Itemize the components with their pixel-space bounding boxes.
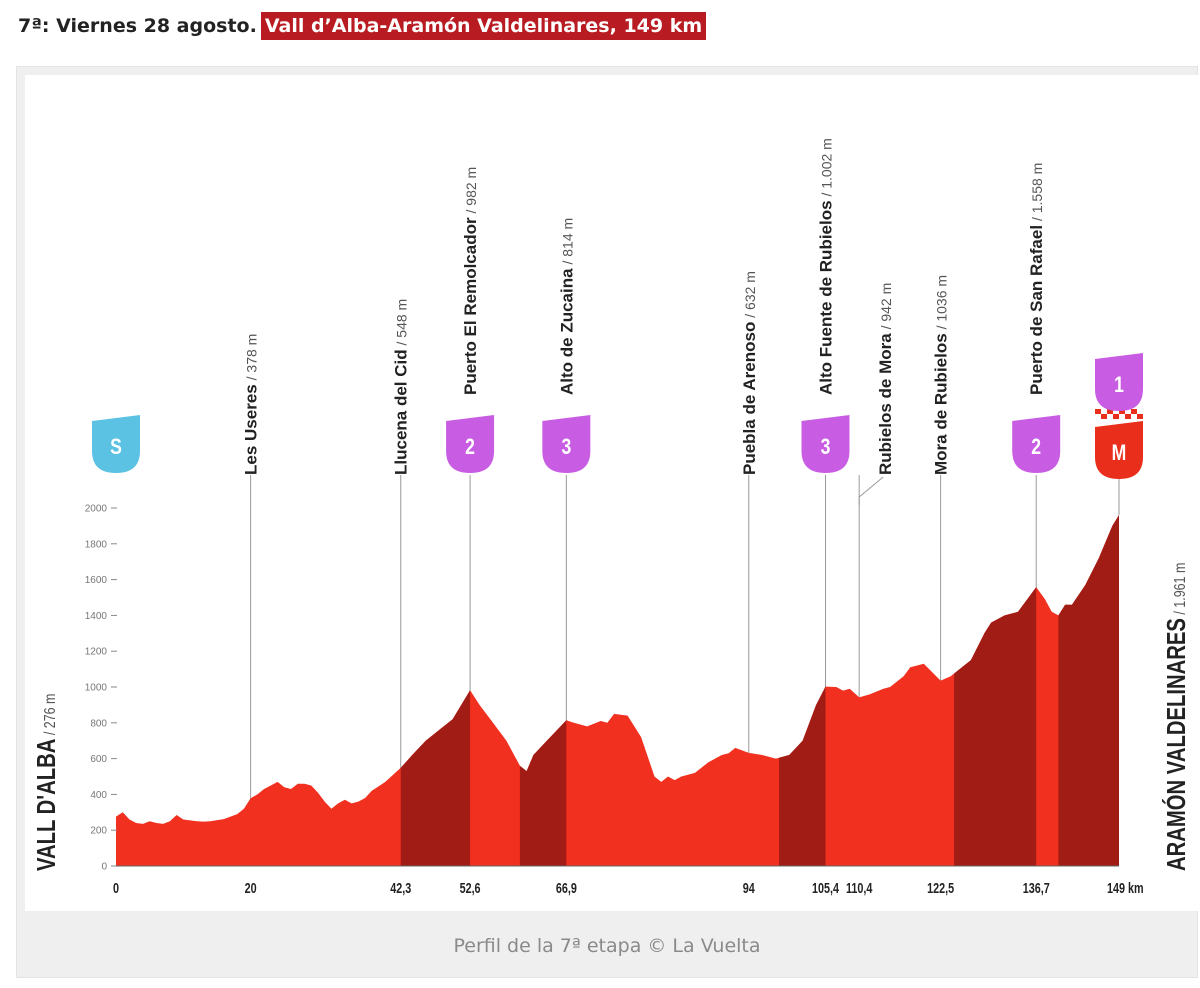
start-badge-shape [92,415,140,473]
landmark-label-7: Rubielos de Mora / 942 m [876,283,895,475]
landmark-label-2: Llucena del Cid / 548 m [392,299,411,475]
y-tick-label-1000: 1000 [85,683,108,694]
climb-badge-4-label: 3 [561,435,571,459]
y-tick-label-1600: 1600 [85,575,108,586]
start-badge-label: S [110,435,122,459]
x-tick-label-10: 149 km [1107,879,1144,896]
climb-badge-6-shape [801,415,850,473]
climb-segment-1 [519,720,567,866]
x-tick-label-1: 20 [245,879,257,896]
stage-date: 7ª: Viernes 28 agosto. [18,15,257,37]
climb-badge-3-shape [446,415,495,473]
x-tick-label-4: 66,9 [556,879,577,896]
profile-area [116,515,1119,866]
y-tick-label-200: 200 [90,826,107,837]
x-tick-label-5: 94 [743,879,756,896]
y-tick-label-1200: 1200 [85,647,108,658]
climb-badge-9: 2 [1012,415,1061,473]
finish-checker-icon [1095,409,1143,419]
climb-badge-4-shape [542,415,591,473]
landmark-label-4: Alto de Zucaina / 814 m [557,218,576,395]
x-tick-label-7: 110,4 [846,879,873,896]
x-tick-label-9: 136,7 [1023,879,1050,896]
x-tick-label-3: 52,6 [460,879,481,896]
climb-segment-3 [954,587,1037,866]
y-tick-label-600: 600 [90,754,107,765]
climb-segment-0 [400,690,471,866]
climb-badge-3: 2 [446,415,495,473]
climb-badge-6-label: 3 [821,435,831,459]
finish-name-label: ARAMÓN VALDELINARES / 1.961 m [1160,563,1190,871]
climb-badge-4: 3 [542,415,591,473]
figure-caption: Perfil de la 7ª etapa © La Vuelta [453,935,761,957]
y-tick-label-400: 400 [90,790,107,801]
rubielos-leader-line [858,476,884,505]
summit-category-badge: 1 [1095,353,1143,411]
climb-segment-2 [779,686,826,866]
landmark-label-1: Les Useres / 378 m [242,334,261,475]
landmark-label-6: Alto Fuente de Rubielos / 1.002 m [817,138,836,395]
start-name-label: VALL D'ALBA / 276 m [32,694,61,871]
summit-category-badge-label: 1 [1114,373,1124,397]
landmark-label-3: Puerto El Remolcador / 982 m [461,167,480,395]
y-tick-label-2000: 2000 [85,504,108,515]
climb-badge-6: 3 [801,415,850,473]
climb-segment-4 [1058,515,1119,866]
climb-badge-3-label: 2 [465,435,475,459]
profile-plot-area: 0 200 400 600 800 1000 1200 1400 1600 1800 2000 0 20… [25,75,1200,911]
finish-badge-label: M [1112,441,1127,465]
profile-figure: 0 200 400 600 800 1000 1200 1400 1600 1800 2000 0 20… [16,66,1200,978]
landmark-label-9: Puerto de San Rafael / 1.558 m [1027,163,1046,395]
landmark-label-5: Puebla de Arenoso / 632 m [740,271,759,475]
finish-badge-shape [1095,421,1143,479]
y-tick-label-0: 0 [101,862,107,873]
x-tick-label-0: 0 [113,879,119,896]
y-tick-label-1800: 1800 [85,539,108,550]
x-tick-label-6: 105,4 [812,879,840,896]
x-tick-label-2: 42,3 [390,879,411,896]
climb-badge-9-shape [1012,415,1061,473]
y-tick-label-1400: 1400 [85,611,108,622]
x-tick-label-8: 122,5 [927,879,954,896]
finish-badge: M [1095,421,1143,479]
y-tick-label-800: 800 [90,718,107,729]
summit-category-badge-shape [1095,353,1143,411]
start-badge: S [92,415,140,473]
climb-badge-9-label: 2 [1031,435,1041,459]
landmark-label-8: Mora de Rubielos / 1036 m [932,275,951,475]
stage-route-banner: Vall d’Alba-Aramón Valdelinares, 149 km [260,12,707,40]
stage-heading: 7ª: Viernes 28 agosto. Vall d’Alba-Aramó… [18,8,707,44]
stage-profile-chart: 0 200 400 600 800 1000 1200 1400 1600 1800 2000 0 20… [32,138,1191,896]
